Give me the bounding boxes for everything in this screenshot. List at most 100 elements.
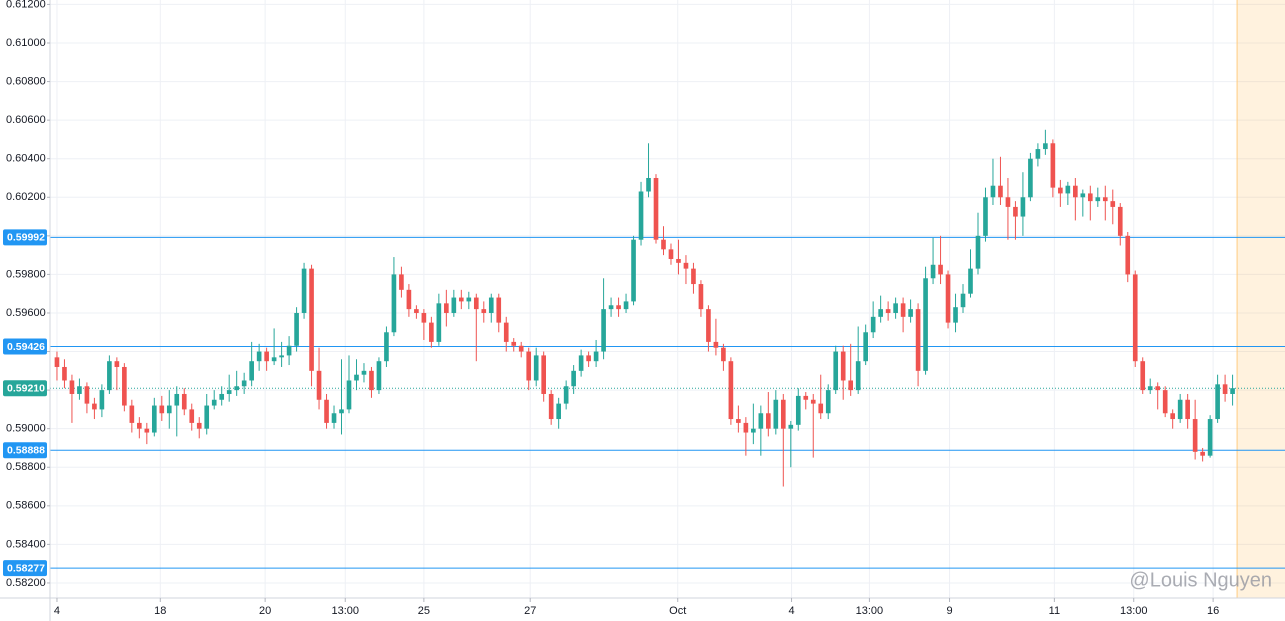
y-tick-label: 0.58200 bbox=[6, 577, 46, 589]
candle-body bbox=[803, 395, 809, 400]
candle-body bbox=[511, 341, 517, 346]
candle-body bbox=[354, 374, 359, 381]
candle-body bbox=[369, 370, 374, 391]
x-tick-label: 4 bbox=[788, 605, 794, 617]
candle-body bbox=[766, 413, 771, 429]
x-axis-bg bbox=[0, 598, 1285, 621]
candle-body bbox=[900, 303, 906, 317]
candle-body bbox=[608, 305, 614, 310]
candle-body bbox=[204, 405, 210, 429]
candle-body bbox=[885, 309, 891, 313]
candle-body bbox=[137, 422, 142, 429]
level-label: 0.58277 bbox=[7, 562, 45, 574]
candle-body bbox=[616, 305, 621, 310]
candle-body bbox=[399, 274, 404, 290]
candle-body bbox=[780, 399, 786, 429]
y-tick-label: 0.60800 bbox=[6, 75, 46, 87]
candle-body bbox=[271, 357, 277, 362]
candle-body bbox=[661, 239, 666, 250]
candle-body bbox=[84, 386, 90, 404]
candle-body bbox=[571, 370, 576, 387]
candle-body bbox=[174, 393, 180, 406]
candle-body bbox=[166, 405, 172, 414]
candle-body bbox=[788, 424, 794, 429]
candle-body bbox=[458, 297, 464, 302]
level-label: 0.59426 bbox=[7, 341, 45, 353]
candle-body bbox=[668, 249, 674, 259]
candle-body bbox=[249, 361, 254, 381]
candle-body bbox=[122, 366, 127, 406]
candle-body bbox=[406, 289, 412, 310]
level-label-box bbox=[3, 442, 47, 459]
candle-body bbox=[1020, 197, 1026, 217]
candle-body bbox=[219, 393, 225, 400]
candle-body bbox=[1200, 451, 1205, 456]
candle-body bbox=[736, 419, 741, 423]
level-label: 0.58888 bbox=[7, 445, 45, 457]
candle-body bbox=[526, 351, 532, 381]
candle-body bbox=[1125, 235, 1131, 275]
x-tick-label: 11 bbox=[1049, 605, 1060, 617]
candle-body bbox=[384, 332, 389, 362]
candle-body bbox=[234, 386, 239, 391]
candle-body bbox=[773, 399, 779, 429]
y-tick-label: 0.60600 bbox=[6, 114, 46, 126]
candle-body bbox=[818, 403, 824, 414]
candle-body bbox=[1080, 193, 1086, 198]
candle-body bbox=[721, 347, 726, 362]
candle-body bbox=[324, 399, 329, 423]
candle-body bbox=[264, 351, 269, 362]
candle-body bbox=[196, 422, 202, 429]
candle-body bbox=[421, 312, 427, 323]
candle-body bbox=[915, 309, 921, 371]
x-tick-label: Oct bbox=[669, 605, 686, 617]
candle-body bbox=[930, 264, 936, 279]
candle-body bbox=[159, 405, 165, 414]
candle-body bbox=[1043, 143, 1048, 150]
candle-body bbox=[241, 380, 247, 387]
candle-body bbox=[578, 355, 584, 371]
candle-body bbox=[279, 355, 284, 358]
candle-body bbox=[1102, 197, 1108, 202]
level-label: 0.59992 bbox=[7, 232, 45, 244]
last-price-label-box bbox=[3, 380, 47, 397]
candle-body bbox=[488, 297, 494, 313]
candle-body bbox=[563, 386, 569, 404]
candle-body bbox=[1222, 384, 1228, 394]
candle-body bbox=[151, 405, 157, 433]
candle-body bbox=[451, 297, 457, 313]
x-tick-label: 18 bbox=[154, 605, 166, 617]
candle-body bbox=[840, 351, 846, 381]
candle-body bbox=[998, 185, 1003, 198]
candle-body bbox=[294, 312, 299, 346]
candle-body bbox=[541, 355, 547, 394]
candle-body bbox=[975, 235, 981, 269]
candle-body bbox=[1110, 201, 1116, 207]
x-tick-label: 25 bbox=[418, 605, 430, 617]
candle-body bbox=[1065, 185, 1071, 194]
candle-body bbox=[586, 355, 591, 362]
candle-body bbox=[444, 303, 449, 313]
candle-body bbox=[676, 258, 681, 263]
candle-body bbox=[623, 301, 629, 310]
candle-body bbox=[226, 390, 232, 394]
candle-body bbox=[1035, 149, 1041, 159]
candle-body bbox=[1147, 386, 1153, 391]
candle-body bbox=[691, 268, 696, 285]
candle-body bbox=[69, 380, 75, 394]
y-tick-label: 0.58400 bbox=[6, 538, 46, 550]
y-tick-label: 0.61000 bbox=[6, 37, 46, 49]
y-tick-label: 0.59000 bbox=[6, 423, 46, 435]
candle-body bbox=[713, 341, 719, 348]
candle-body bbox=[893, 303, 898, 313]
candle-body bbox=[1095, 197, 1101, 202]
candle-body bbox=[114, 361, 120, 367]
candle-body bbox=[1155, 386, 1161, 391]
candle-body bbox=[77, 386, 82, 394]
candle-body bbox=[983, 197, 988, 236]
candle-body bbox=[795, 395, 801, 425]
candle-body bbox=[391, 274, 397, 333]
candle-body bbox=[638, 191, 644, 240]
